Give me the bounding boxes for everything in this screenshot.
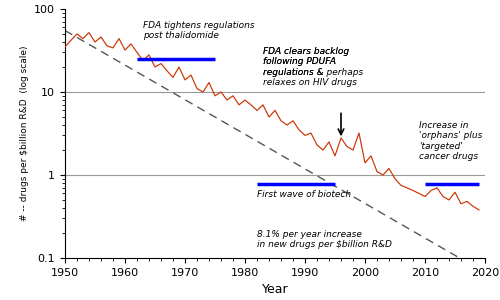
Text: FDA clears backlog
following PDUFA
regulations &: FDA clears backlog following PDUFA regul… [263,47,349,76]
X-axis label: Year: Year [262,283,288,296]
Text: FDA clears backlog
following PDUFA
regulations & perhaps: FDA clears backlog following PDUFA regul… [263,47,363,76]
Text: 8.1% per year increase
in new drugs per $billion R&D: 8.1% per year increase in new drugs per … [257,230,392,249]
Text: FDA tightens regulations
post thalidomide: FDA tightens regulations post thalidomid… [143,21,254,40]
Text: FDA clears backlog
following PDUFA
regulations & perhaps
relaxes on HIV drugs: FDA clears backlog following PDUFA regul… [263,47,363,87]
Text: First wave of biotech: First wave of biotech [257,190,351,199]
Text: Increase in
'orphans' plus
'targeted'
cancer drugs: Increase in 'orphans' plus 'targeted' ca… [419,121,482,161]
Y-axis label: # -- drugs per $billion R&D  (log scale): # -- drugs per $billion R&D (log scale) [20,46,28,221]
